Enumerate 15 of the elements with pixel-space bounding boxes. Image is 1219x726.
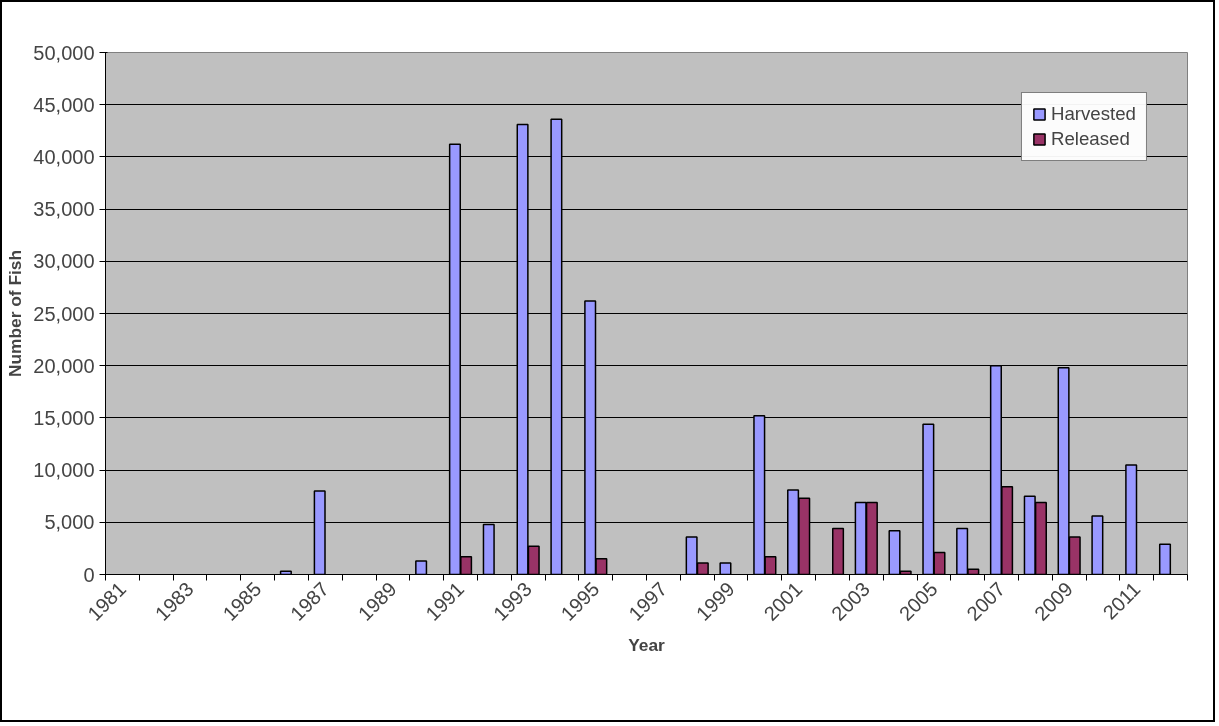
y-tick-label: 0: [83, 563, 95, 586]
y-tick-label: 20,000: [33, 354, 95, 377]
legend-label: Harvested: [1050, 103, 1136, 125]
y-tick-label: 40,000: [33, 145, 95, 168]
y-tick-label: 15,000: [33, 406, 95, 429]
y-tick-label: 10,000: [33, 459, 95, 482]
y-tick-label: 5,000: [44, 511, 95, 534]
y-axis-title: Number of Fish: [5, 249, 26, 378]
y-tick-label: 35,000: [33, 198, 95, 221]
x-axis-title: Year: [628, 634, 666, 655]
y-tick-label: 30,000: [33, 250, 95, 273]
y-tick-label: 50,000: [33, 41, 95, 64]
y-tick-label: 25,000: [33, 302, 95, 325]
legend-label: Released: [1050, 128, 1130, 150]
y-tick-label: 45,000: [33, 93, 95, 116]
